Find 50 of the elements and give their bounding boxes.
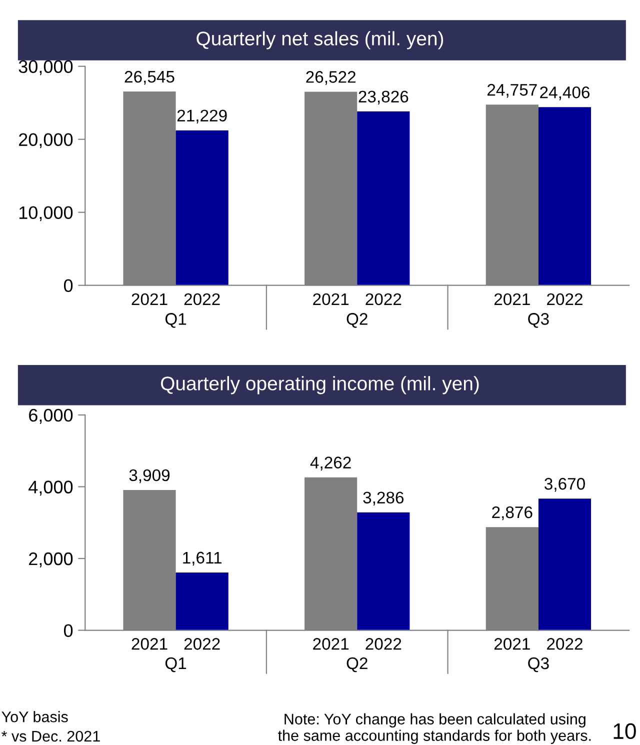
text: 2021: [313, 638, 349, 650]
series-label: 2022: [184, 638, 220, 650]
text: 2022: [547, 293, 582, 306]
bar: [176, 572, 228, 630]
data-label: 21,229: [177, 110, 227, 124]
text: Note: YoY change has been calculated using the same accounting standards for both years.: [278, 713, 591, 744]
x-tick-label: Q2: [346, 657, 368, 672]
bar: [357, 512, 410, 630]
text: 2021: [313, 293, 349, 306]
x-tick-label: Q3: [528, 313, 549, 328]
text: * vs Dec. 2021: [2, 730, 100, 742]
y-tick-label: 10,000: [19, 206, 73, 222]
series-label: 2021: [132, 293, 168, 306]
data-label: 2,876: [492, 506, 532, 520]
y-tick-label: 6,000: [29, 408, 73, 424]
data-label: 23,826: [358, 90, 408, 104]
y-tick-label: 0: [64, 624, 73, 637]
y-tick-label: 2,000: [29, 552, 73, 568]
bar: [538, 498, 592, 630]
text: YoY basis: [2, 711, 68, 722]
text: 2022: [547, 638, 582, 650]
data-label: 4,262: [310, 456, 351, 470]
text: 2022: [366, 638, 402, 650]
data-label: 26,522: [306, 71, 356, 85]
data-label: 1,611: [183, 552, 222, 566]
data-label: 3,286: [363, 492, 404, 506]
bar: [538, 107, 592, 286]
data-label: 24,757: [488, 84, 537, 98]
chart-title: Quarterly net sales (mil. yen): [196, 31, 444, 50]
x-tick-label: Q3: [528, 657, 549, 672]
text: 10: [614, 723, 636, 740]
data-label: 3,670: [544, 478, 585, 492]
bar: [176, 130, 228, 286]
x-tick-label: Q1: [165, 657, 186, 672]
series-label: 2021: [132, 638, 168, 650]
bar: [357, 111, 410, 286]
data-label: 26,545: [124, 70, 174, 85]
y-tick-label: 4,000: [28, 480, 73, 496]
x-tick-label: Q1: [165, 313, 186, 328]
y-tick-label: 20,000: [19, 133, 73, 148]
chart-title: Quarterly operating income (mil. yen): [160, 376, 479, 394]
text: 2022: [366, 293, 402, 306]
y-tick-label: 0: [64, 279, 73, 292]
y-tick-label: 30,000: [18, 60, 73, 76]
data-label: 24,406: [540, 86, 590, 100]
text: 2021: [494, 638, 530, 650]
data-label: 3,909: [129, 469, 170, 484]
series-label: 2022: [184, 293, 220, 306]
text: 2021: [494, 293, 530, 306]
x-tick-label: Q2: [346, 313, 368, 328]
